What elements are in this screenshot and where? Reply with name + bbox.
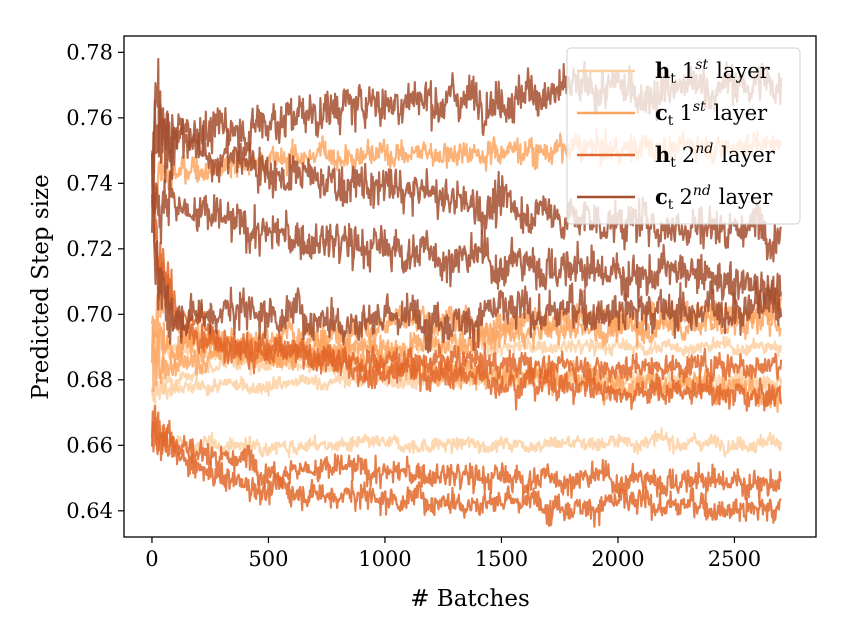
series-line — [150, 192, 783, 354]
x-tick-label: 1500 — [475, 547, 528, 571]
series-line — [151, 131, 783, 313]
legend: ht 1st layer ct 1st layer ht 2nd layer ct 2nd layer — [566, 47, 801, 225]
series-line — [150, 150, 783, 387]
y-axis-label: Predicted Step size — [28, 174, 54, 399]
legend-box — [566, 47, 801, 225]
y-tick-label: 0.76 — [66, 106, 113, 130]
series-line — [150, 388, 783, 458]
x-tick-label: 0 — [145, 547, 158, 571]
x-tick-label: 2500 — [708, 547, 761, 571]
y-tick-label: 0.68 — [66, 368, 113, 392]
legend-label: ht 1st layer — [655, 57, 771, 87]
series-line — [150, 410, 783, 506]
legend-label: ct 2nd layer — [655, 183, 773, 213]
y-tick-label: 0.66 — [66, 433, 113, 457]
x-axis: 0 500 1000 1500 2000 2500 — [145, 537, 761, 571]
y-tick-label: 0.78 — [66, 40, 113, 64]
legend-label: ht 2nd layer — [655, 141, 776, 171]
x-tick-label: 1000 — [358, 547, 411, 571]
x-tick-label: 500 — [248, 547, 288, 571]
y-axis: 0.64 0.66 0.68 0.70 0.72 0.74 0.76 0.78 — [66, 40, 124, 523]
y-tick-label: 0.70 — [66, 302, 113, 326]
y-tick-label: 0.64 — [66, 499, 113, 523]
x-axis-label: # Batches — [410, 586, 530, 612]
series-line — [150, 199, 783, 412]
plot-frame — [123, 35, 817, 538]
y-tick-label: 0.74 — [66, 171, 113, 195]
x-tick-label: 2000 — [591, 547, 644, 571]
legend-label: ct 1st layer — [655, 99, 768, 129]
y-tick-label: 0.72 — [66, 237, 113, 261]
series-line — [150, 404, 782, 528]
